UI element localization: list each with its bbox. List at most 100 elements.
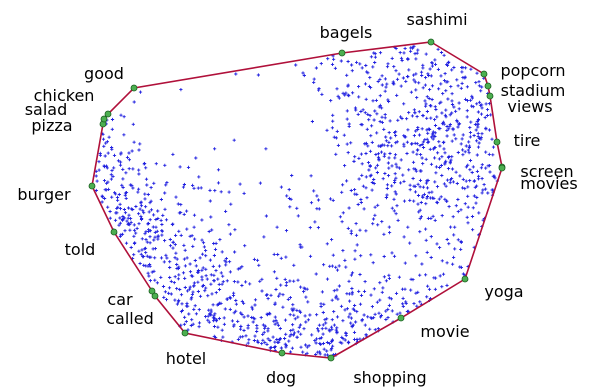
scatter-point [456,125,460,129]
scatter-point [137,187,141,191]
scatter-point [465,115,469,119]
scatter-point [444,108,448,112]
scatter-point [436,47,440,51]
scatter-point [197,325,201,329]
scatter-point [221,335,225,339]
scatter-point [284,229,289,233]
scatter-point [414,169,418,173]
scatter-point [273,315,277,319]
scatter-point [405,309,409,314]
scatter-point [206,318,210,322]
scatter-point [204,267,208,271]
scatter-point [269,293,273,297]
scatter-point [380,83,384,87]
scatter-point [319,302,323,306]
scatter-point [475,102,479,106]
scatter-point [457,122,461,126]
scatter-point [204,249,208,253]
scatter-point [272,252,276,256]
scatter-point [279,283,283,287]
scatter-point [348,299,352,303]
scatter-point [330,264,334,268]
vertex-label-hotel: hotel [166,349,207,368]
scatter-point [437,140,441,144]
scatter-point [378,51,383,55]
scatter-point [366,315,370,319]
scatter-point [349,316,353,320]
scatter-point [450,167,455,171]
scatter-point [471,105,475,109]
scatter-point [220,250,224,254]
scatter-point [466,185,470,189]
scatter-point [443,197,447,201]
scatter-point [159,275,163,279]
scatter-point [358,337,362,341]
scatter-point [402,51,406,55]
scatter-point [143,192,147,196]
scatter-point [386,98,390,102]
scatter-point [119,160,123,164]
scatter-point [409,49,413,53]
scatter-point [232,311,236,315]
scatter-point [292,313,296,317]
scatter-point [388,231,392,235]
scatter-point [395,165,399,169]
scatter-point [192,186,196,190]
scatter-point [303,314,307,318]
scatter-point [443,113,447,117]
scatter-point [442,182,446,186]
scatter-point [388,151,392,156]
scatter-point [200,218,204,222]
scatter-point [224,263,228,267]
scatter-point [448,124,452,128]
scatter-point [222,316,226,320]
scatter-point [201,266,205,270]
scatter-point [364,229,368,233]
scatter-point [387,140,391,144]
scatter-point [336,297,340,301]
scatter-point [442,147,446,151]
scatter-point [193,304,197,308]
scatter-point [162,260,166,264]
scatter-point [402,235,406,239]
scatter-point [488,164,492,168]
scatter-point [229,296,233,300]
scatter-point [232,324,236,328]
scatter-point [468,179,472,183]
scatter-point [110,169,114,173]
scatter-point [426,72,430,76]
scatter-point [470,96,474,100]
scatter-point [399,115,403,119]
vertex-label-screen: screen [520,162,573,181]
scatter-point [351,323,355,327]
scatter-point [253,298,258,302]
scatter-point [469,98,473,102]
scatter-point [296,278,300,282]
scatter-point [323,318,327,322]
scatter-point [236,319,240,323]
scatter-point [368,327,372,331]
scatter-point [109,173,113,177]
scatter-point [107,135,111,139]
scatter-point [345,142,349,146]
scatter-point [394,176,398,180]
scatter-point [415,148,419,152]
scatter-point [264,147,268,151]
scatter-point [146,192,150,197]
scatter-point [223,307,227,311]
scatter-point [155,229,159,233]
scatter-point [148,241,152,245]
scatter-point [406,57,410,61]
scatter-point [310,119,314,124]
scatter-point [301,350,305,354]
scatter-point [247,338,251,342]
scatter-point [349,321,353,325]
scatter-point [200,278,204,282]
scatter-point [124,241,129,245]
scatter-point [400,58,404,63]
scatter-point [332,310,336,314]
scatter-point [125,155,130,159]
scatter-point [373,60,377,65]
scatter-point [190,318,194,322]
scatter-point [382,154,386,158]
